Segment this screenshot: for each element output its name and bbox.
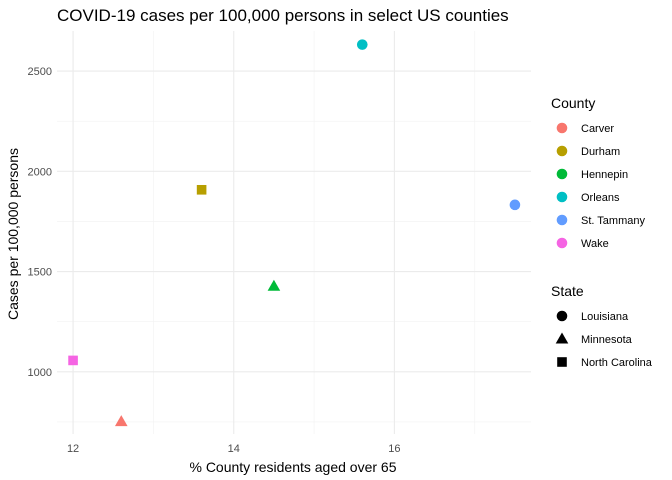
legend-color-key [556, 191, 568, 203]
legend-label: Orleans [581, 192, 620, 204]
y-axis-title: Cases per 100,000 persons [5, 148, 21, 320]
points [68, 39, 521, 427]
legend-label: Wake [581, 238, 609, 250]
legend-shape-key [557, 357, 567, 367]
x-axis-ticks: 12 14 16 [67, 443, 401, 455]
legend-color-key [556, 122, 568, 134]
legend-color-key [556, 145, 568, 157]
y-tick-label: 1000 [28, 367, 52, 379]
y-tick-label: 1500 [28, 267, 52, 279]
legend-color-key [556, 214, 568, 226]
data-point [356, 39, 368, 50]
chart-title: COVID-19 cases per 100,000 persons in se… [57, 6, 509, 25]
legend-label: St. Tammany [581, 215, 645, 227]
legend-shape-key [555, 332, 569, 344]
x-axis-title: % County residents aged over 65 [189, 459, 396, 475]
legend-color-key [556, 168, 568, 180]
y-tick-label: 2500 [28, 66, 52, 78]
color-legend-title: County [551, 95, 595, 111]
data-point [114, 415, 128, 427]
legend-label: North Carolina [581, 357, 653, 369]
legend-shape-key [556, 310, 568, 322]
legend-label: Hennepin [581, 169, 628, 181]
data-point [196, 184, 207, 195]
legend-label: Durham [581, 146, 620, 158]
data-point [267, 279, 281, 291]
y-axis-ticks: 1000 1500 2000 2500 [28, 66, 52, 379]
x-tick-label: 12 [67, 443, 79, 455]
shape-legend-title: State [551, 283, 584, 299]
x-tick-label: 14 [228, 443, 240, 455]
x-tick-label: 16 [388, 443, 400, 455]
y-tick-label: 2000 [28, 166, 52, 178]
data-point [509, 199, 521, 211]
legend-label: Louisiana [581, 311, 629, 323]
grid [57, 31, 531, 434]
legend-label: Minnesota [581, 334, 633, 346]
color-legend: County Carver Durham Hennepin Orleans St. Ta… [551, 95, 645, 250]
shape-legend: State Louisiana Minnesota North Carolina [551, 283, 653, 369]
data-point [68, 355, 78, 366]
legend-color-key [556, 237, 568, 249]
legend-label: Carver [581, 123, 614, 135]
